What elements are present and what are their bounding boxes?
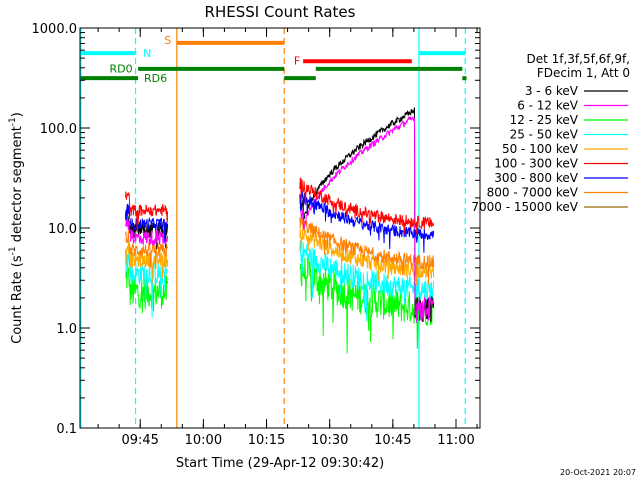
y-axis-label-sup2: -1 [8,117,18,126]
y-axis: 1000.0 100.0 10.0 1.0 0.1 [32,22,480,437]
legend-entry-label: 7000 - 15000 keV [471,200,578,214]
y-tick-label: 100.0 [40,122,77,137]
footer-date: 20-Oct-2021 20:07 [560,468,636,477]
series-line [299,177,435,235]
flag-label: RD0 [109,62,132,75]
legend-entry-label: 6 - 12 keV [517,99,579,113]
legend-header-line-1: Det 1f,3f,5f,6f,9f, [526,52,630,66]
y-tick-label: 1.0 [56,322,77,337]
series-line [299,107,435,323]
legend-entry-label: 25 - 50 keV [510,128,579,142]
x-tick-label: 10:00 [185,433,222,448]
legend-entry-label: 3 - 6 keV [525,84,579,98]
y-tick-label: 1000.0 [32,22,78,37]
legend: Det 1f,3f,5f,6f,9f, FDecim 1, Att 0 3 - … [471,52,630,214]
flag-label: RD6 [144,72,167,85]
legend-entry-label: 50 - 100 keV [502,142,579,156]
y-tick-label: 10.0 [48,222,77,237]
series-line [299,115,435,323]
legend-header-line-2: FDecim 1, Att 0 [537,66,630,80]
x-tick-label: 09:45 [121,433,158,448]
series-line [125,253,168,318]
series-line [125,230,169,269]
x-axis-label: Start Time (29-Apr-12 09:30:42) [176,456,384,471]
series-line [299,240,435,322]
series-line [125,203,169,243]
x-tick-label: 10:45 [374,433,411,448]
series-line [299,190,435,253]
x-tick-label: 11:00 [437,433,474,448]
legend-entry-label: 100 - 300 keV [494,157,578,171]
flag-label: S [164,34,171,47]
series-line [125,215,169,246]
y-axis-label-mid: detector segment [10,126,25,246]
chart-title: RHESSI Count Rates [205,3,356,21]
legend-entry-label: 300 - 800 keV [494,171,578,185]
y-axis-label-main: Count Rate (s [10,255,25,344]
y-axis-label-end: ) [10,112,25,117]
series-line [125,191,169,233]
series-line [299,217,435,286]
y-axis-label-sup1: -1 [8,246,18,255]
x-axis: 09:45 10:00 10:15 10:30 10:45 11:00 [97,28,478,448]
legend-entry-label: 12 - 25 keV [510,113,579,127]
flag-label: N [143,47,151,60]
x-tick-label: 10:15 [248,433,285,448]
x-tick-label: 10:30 [311,433,348,448]
series-line [299,228,435,282]
plot-layer: NS F RD0 RD6 [80,28,467,428]
y-axis-label: Count Rate (s-1 detector segment-1) [8,112,25,344]
legend-entry-label: 800 - 7000 keV [487,186,579,200]
flag-label: F [294,54,300,67]
y-tick-label: 0.1 [56,422,77,437]
